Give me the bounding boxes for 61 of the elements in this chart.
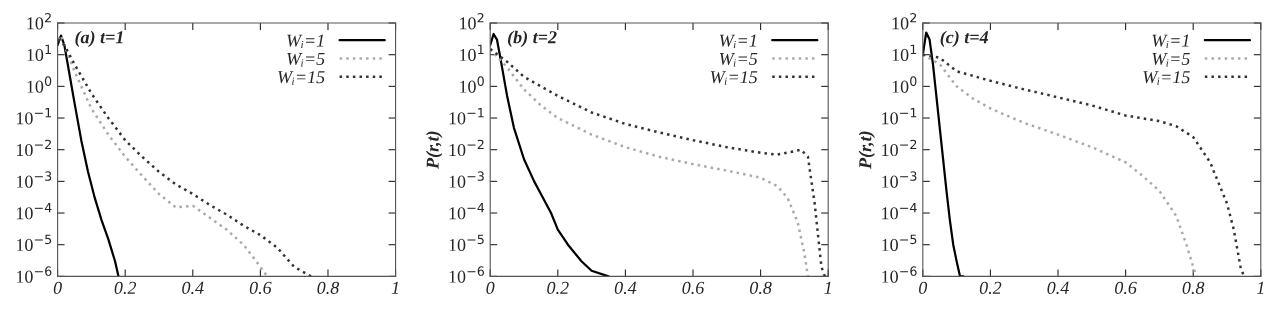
x-tick-label: 0.8 (1182, 281, 1205, 295)
y-tick-label: 10$^{−6}$ (882, 266, 917, 283)
x-tick-label: 1 (1256, 281, 1264, 294)
legend-label: Wᵢ=15 (1143, 71, 1190, 85)
x-tick-label: 0.2 (979, 281, 1002, 295)
y-tick-label: 10$^{2}$ (892, 12, 917, 30)
y-tick-label: 10$^{2}$ (27, 12, 51, 30)
legend-label: Wᵢ=5 (719, 52, 758, 67)
legend-label: Wᵢ=15 (278, 71, 325, 85)
y-tick-label: 10$^{−5}$ (882, 234, 917, 252)
legend-label: Wᵢ=5 (287, 52, 325, 67)
y-tick-label: 10$^{−5}$ (449, 234, 484, 252)
x-tick-label: 0.6 (249, 281, 272, 295)
x-tick-label: 0.4 (614, 281, 637, 295)
y-tick-label: 10$^{−6}$ (449, 266, 485, 283)
y-axis-title: P(r,t) (426, 131, 443, 170)
y-tick-label: 10$^{−1}$ (16, 108, 52, 125)
y-tick-label: 10$^{−2}$ (882, 139, 917, 157)
y-tick-label: 10$^{−5}$ (16, 234, 52, 252)
x-tick-label: 1 (824, 281, 831, 294)
x-tick-label: 0.2 (547, 281, 569, 295)
x-tick-label: 0.8 (750, 281, 772, 295)
x-tick-label: 1 (391, 281, 399, 294)
y-tick-label: 10$^{1}$ (27, 44, 51, 62)
y-tick-label: 10$^{−1}$ (449, 108, 484, 125)
y-tick-label: 10$^{−6}$ (16, 266, 52, 283)
line-series (490, 32, 610, 277)
x-tick-label: 0.8 (317, 281, 340, 295)
chart-title: (a) t=1 (75, 30, 123, 47)
legend-label: Wᵢ=1 (287, 34, 324, 49)
legend-label: Wᵢ=5 (1152, 52, 1190, 67)
y-tick-label: 10$^{−3}$ (882, 171, 917, 188)
y-tick-label: 10$^{−3}$ (449, 171, 484, 188)
y-tick-label: 10$^{1}$ (460, 44, 484, 62)
y-tick-label: 10$^{1}$ (892, 44, 917, 62)
y-tick-label: 10$^{−2}$ (449, 139, 484, 157)
y-tick-label: 10$^{2}$ (460, 12, 484, 30)
chart-title: (b) t=2 (508, 30, 557, 47)
x-tick-label: 0.2 (114, 281, 137, 295)
x-tick-label: 0.4 (182, 281, 204, 295)
y-axis-title: P(r,t) (858, 131, 876, 170)
x-tick-label: 0 (486, 281, 495, 294)
line-series (922, 31, 965, 277)
x-tick-label: 0.6 (682, 281, 705, 295)
y-tick-label: 10$^{−4}$ (449, 203, 485, 220)
x-tick-label: 0 (919, 281, 928, 294)
y-tick-label: 10$^{−4}$ (16, 203, 52, 220)
y-tick-label: 10$^{−3}$ (16, 171, 52, 188)
y-tick-label: 10$^{−1}$ (882, 108, 917, 125)
x-tick-label: 0.6 (1115, 281, 1137, 295)
x-tick-label: 0.4 (1047, 281, 1069, 295)
y-tick-label: 10$^{−4}$ (882, 203, 917, 220)
y-tick-label: 10$^{−2}$ (16, 139, 51, 157)
y-tick-label: 10$^{0}$ (892, 76, 917, 93)
chart-title: (c) t=4 (940, 30, 989, 47)
legend-label: Wᵢ=1 (719, 34, 756, 49)
legend-label: Wᵢ=15 (710, 71, 758, 85)
y-tick-label: 10$^{0}$ (27, 76, 52, 93)
legend-label: Wᵢ=1 (1152, 34, 1189, 49)
y-tick-label: 10$^{0}$ (460, 76, 484, 93)
x-tick-label: 0 (53, 281, 62, 294)
